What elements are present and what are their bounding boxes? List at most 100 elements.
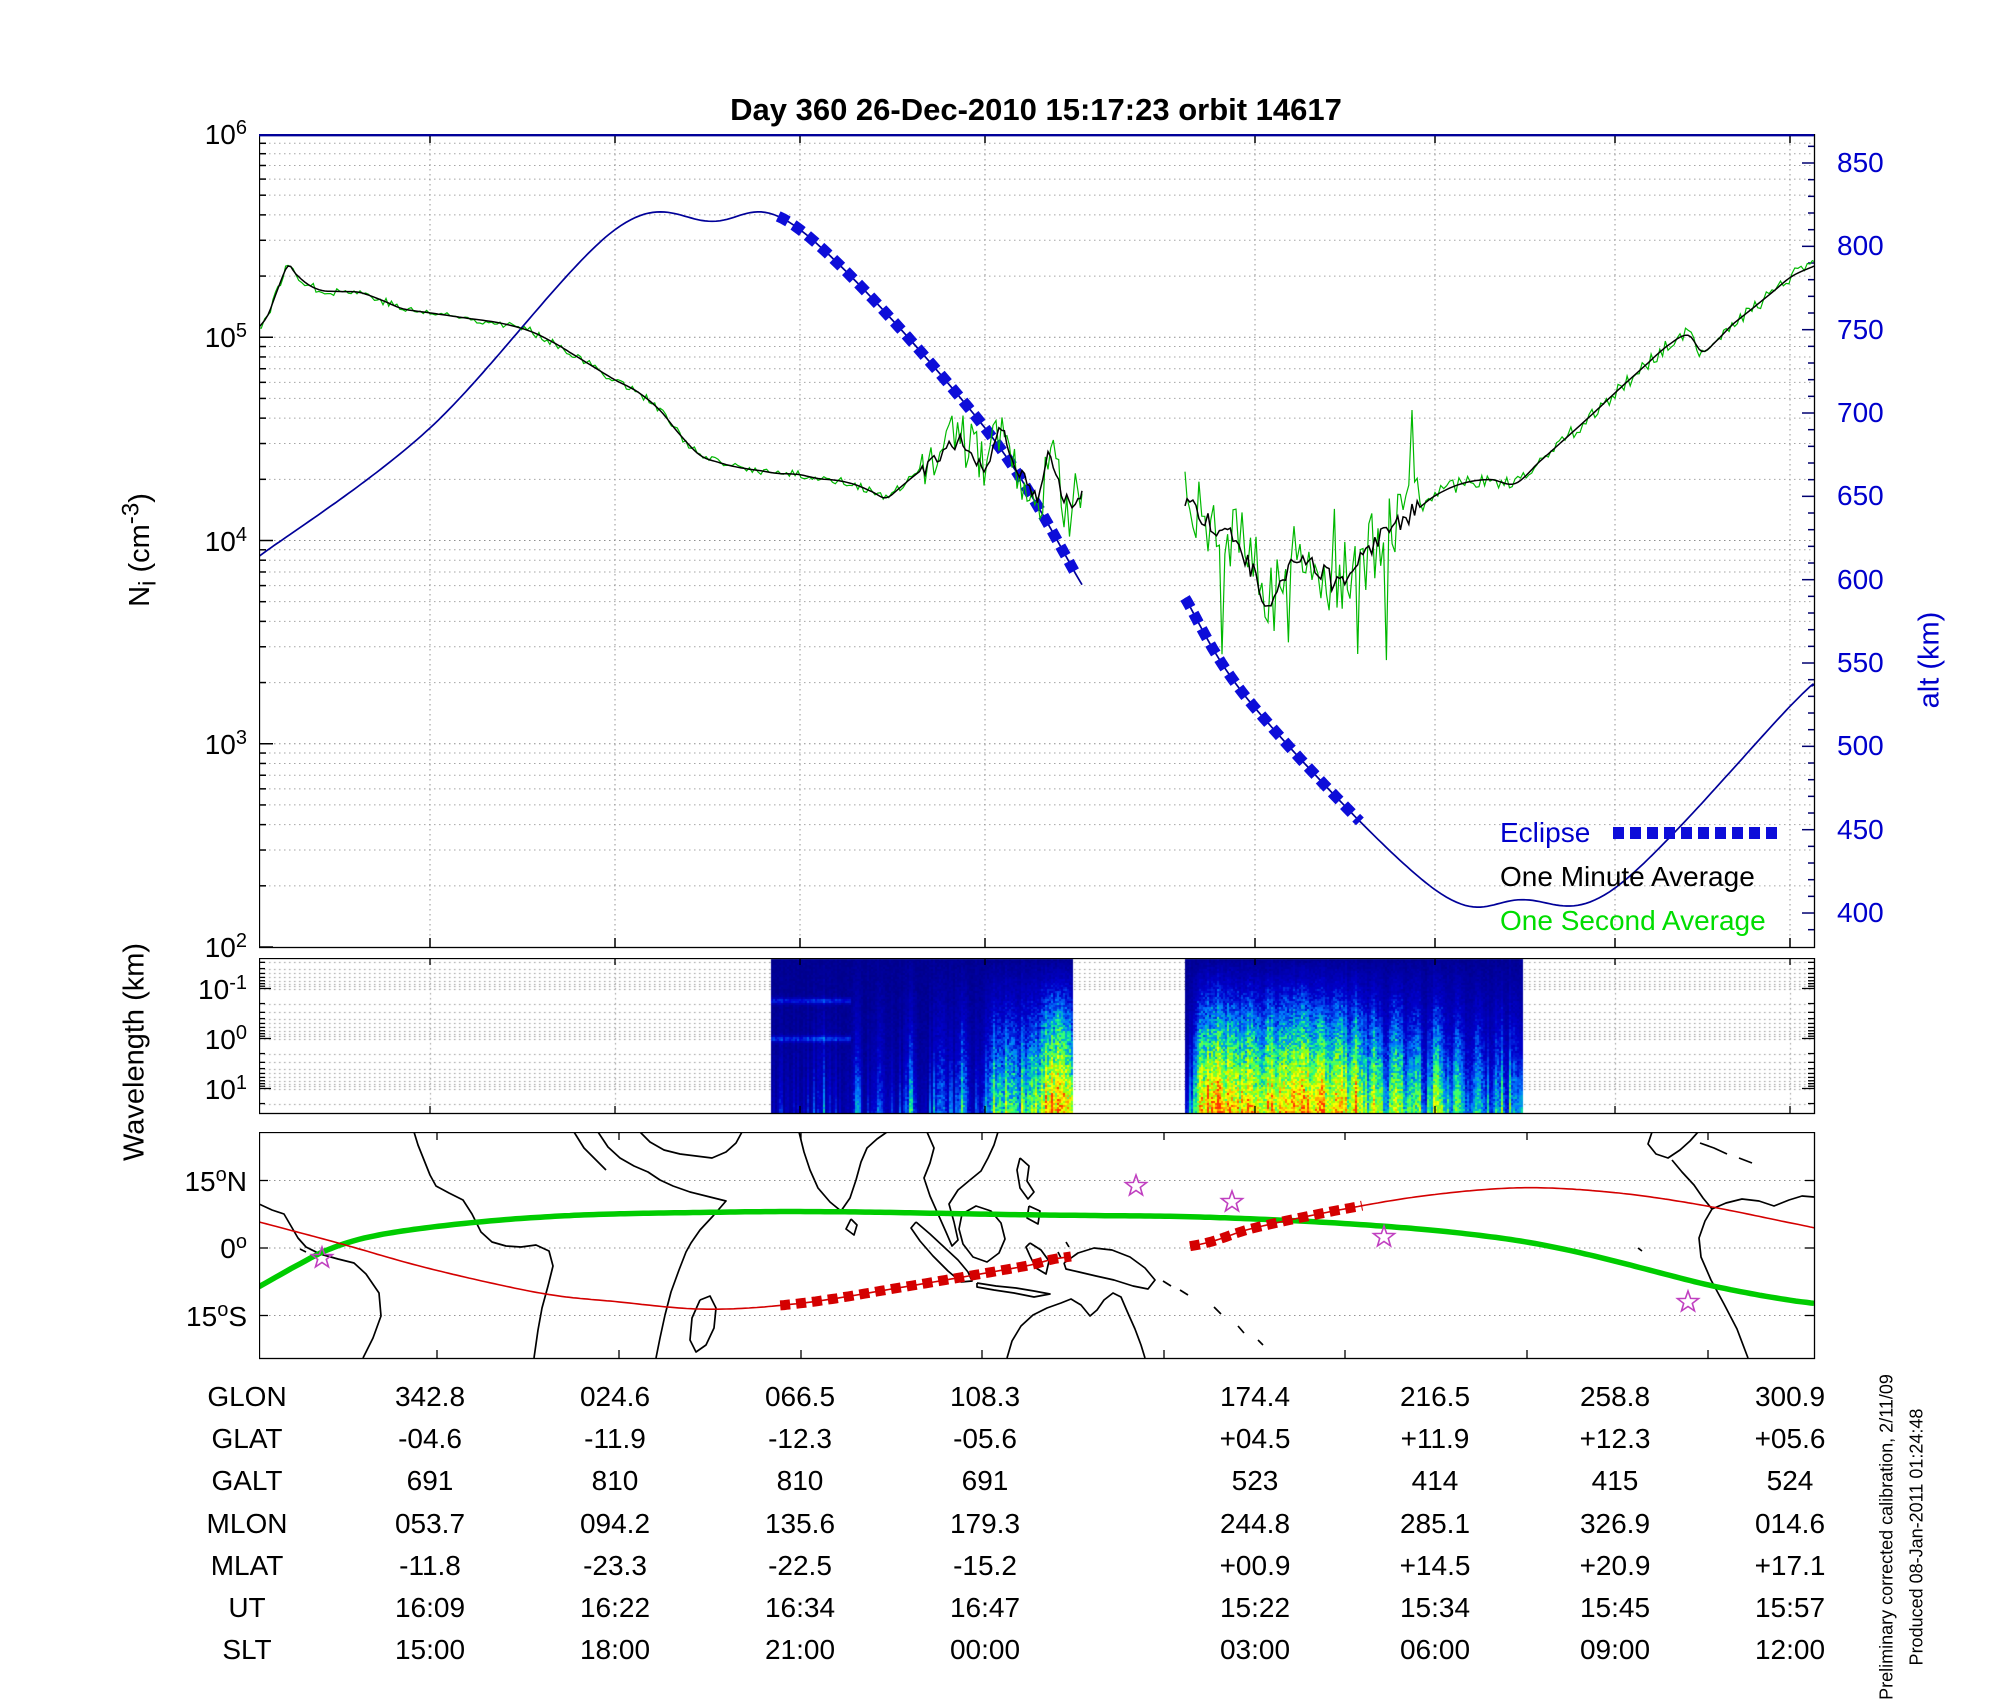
table-cell-mlat: -15.2 <box>953 1549 1017 1581</box>
table-row-label: GLON <box>207 1381 287 1412</box>
table-cell-mlon: 179.3 <box>949 1507 1021 1539</box>
coastline <box>1006 1292 1146 1359</box>
table-cell-glon: 216.5 <box>1399 1381 1471 1412</box>
table-cell-slt: 12:00 <box>1754 1634 1826 1666</box>
table-cell-ut: 16:22 <box>579 1592 651 1623</box>
table-cell-mlon: 285.1 <box>1399 1507 1471 1539</box>
coastline <box>689 1295 717 1353</box>
table-cell-galt: 691 <box>961 1465 1009 1497</box>
wavelength-axis-label: Wavelength (km) <box>118 942 151 1162</box>
footer-calibration-note: Preliminary corrected calibration, 2/11/… <box>1876 1374 1897 1700</box>
table-cell-glon: 300.9 <box>1754 1381 1826 1412</box>
star-marker <box>1371 1223 1397 1248</box>
ground-track-eclipse-dashes <box>1189 1200 1364 1252</box>
ni-axis-label: Ni (cm-3) <box>117 493 162 607</box>
table-cell-mlon: 326.9 <box>1579 1507 1651 1539</box>
coastline <box>1016 1157 1035 1200</box>
coastline <box>1711 1195 1815 1210</box>
density-altitude-panel <box>259 134 1816 949</box>
coastline <box>413 1132 554 1359</box>
table-cell-ut: 15:34 <box>1399 1592 1471 1623</box>
table-cell-mlat: -23.3 <box>583 1549 647 1581</box>
coastline <box>573 1132 607 1171</box>
coastline <box>1671 1159 1749 1359</box>
alt-tick-label: 600 <box>1837 563 1884 595</box>
star-marker <box>1123 1172 1149 1197</box>
table-cell-mlon: 053.7 <box>394 1507 466 1539</box>
table-cell-glon: 066.5 <box>764 1381 836 1412</box>
wavelength-tick-label: 100 <box>204 1021 247 1055</box>
table-cell-glat: -05.6 <box>953 1423 1017 1455</box>
footer-produced-note: Produced 08-Jan-2011 01:24:48 <box>1906 1408 1927 1666</box>
legend-eclipse-dash-sample <box>1613 827 1783 839</box>
table-cell-mlon: 244.8 <box>1219 1507 1291 1539</box>
table-cell-slt: 09:00 <box>1579 1634 1651 1666</box>
table-cell-mlat: +17.1 <box>1754 1549 1826 1581</box>
table-cell-mlon: 094.2 <box>579 1507 651 1539</box>
table-cell-galt: 691 <box>406 1465 454 1497</box>
alt-tick-label: 400 <box>1837 897 1884 928</box>
coastline <box>798 1132 888 1212</box>
alt-tick-label: 650 <box>1837 480 1884 512</box>
wavelength-tick-label: 101 <box>204 1071 247 1105</box>
table-cell-galt: 415 <box>1591 1465 1639 1497</box>
alt-tick-label: 550 <box>1837 647 1884 678</box>
magnetic-equator-line <box>259 1208 1815 1307</box>
coastline <box>1637 1247 1643 1252</box>
coastline <box>910 1221 973 1283</box>
table-cell-ut: 15:45 <box>1579 1592 1651 1623</box>
table-cell-galt: 810 <box>591 1465 639 1497</box>
star-marker <box>309 1244 335 1269</box>
coastline <box>1025 1242 1050 1275</box>
legend-eclipse-label: Eclipse <box>1500 817 1591 848</box>
wavelength-panel <box>259 958 1816 1115</box>
table-cell-galt: 414 <box>1411 1465 1459 1497</box>
alt-tick-label: 750 <box>1837 313 1884 345</box>
plot-title: Day 360 26-Dec-2010 15:17:23 orbit 14617 <box>730 92 1342 127</box>
coastline <box>1057 1251 1062 1259</box>
table-cell-glon: 174.4 <box>1219 1381 1291 1412</box>
coastline <box>1162 1280 1172 1287</box>
table-cell-glon: 024.6 <box>579 1381 651 1412</box>
alt-axis-label: alt (km) <box>1913 611 1946 709</box>
table-cell-mlat: +20.9 <box>1579 1549 1651 1581</box>
coastline <box>923 1132 999 1247</box>
coastline <box>1738 1157 1753 1164</box>
alt-tick-label: 500 <box>1837 730 1884 762</box>
table-row-label: SLT <box>222 1634 272 1666</box>
table-cell-glon: 108.3 <box>949 1381 1021 1412</box>
latitude-tick-label: 15oS <box>186 1298 247 1332</box>
table-cell-mlat: +00.9 <box>1219 1549 1291 1581</box>
table-cell-glat: +05.6 <box>1754 1423 1826 1455</box>
table-row-label: MLON <box>206 1507 288 1539</box>
coastline <box>845 1218 858 1236</box>
table-cell-ut: 16:47 <box>949 1592 1021 1623</box>
table-cell-slt: 21:00 <box>764 1634 836 1666</box>
star-marker <box>1675 1288 1701 1313</box>
table-cell-glat: +04.5 <box>1219 1423 1291 1455</box>
table-cell-glat: -11.9 <box>584 1423 646 1455</box>
table-row-label: UT <box>228 1592 266 1623</box>
coastline <box>1237 1325 1245 1334</box>
coastline <box>299 1248 307 1253</box>
table-cell-galt: 810 <box>776 1465 824 1497</box>
table-cell-glat: +11.9 <box>1400 1423 1470 1455</box>
table-cell-glat: -12.3 <box>768 1423 832 1455</box>
ni-tick-label: 102 <box>204 929 247 964</box>
latitude-tick-label: 0o <box>220 1230 247 1265</box>
ground-track-eclipse-dashes <box>779 1251 1072 1311</box>
table-cell-ut: 15:57 <box>1754 1592 1826 1623</box>
table-row-label: MLAT <box>210 1549 284 1581</box>
table-cell-glat: -04.6 <box>398 1423 462 1455</box>
wavelength-spectrogram-canvas <box>259 958 1814 1113</box>
coastline <box>976 1282 1051 1298</box>
table-cell-galt: 523 <box>1231 1465 1279 1497</box>
coastline <box>1065 1241 1070 1248</box>
coastline <box>1063 1247 1156 1290</box>
ground-track-map-panel <box>259 1132 1816 1360</box>
coastline <box>1257 1339 1264 1346</box>
coastline <box>1213 1306 1222 1315</box>
table-cell-mlon: 014.6 <box>1754 1507 1826 1539</box>
coastline <box>1647 1132 1699 1159</box>
table-cell-mlat: +14.5 <box>1399 1549 1471 1581</box>
